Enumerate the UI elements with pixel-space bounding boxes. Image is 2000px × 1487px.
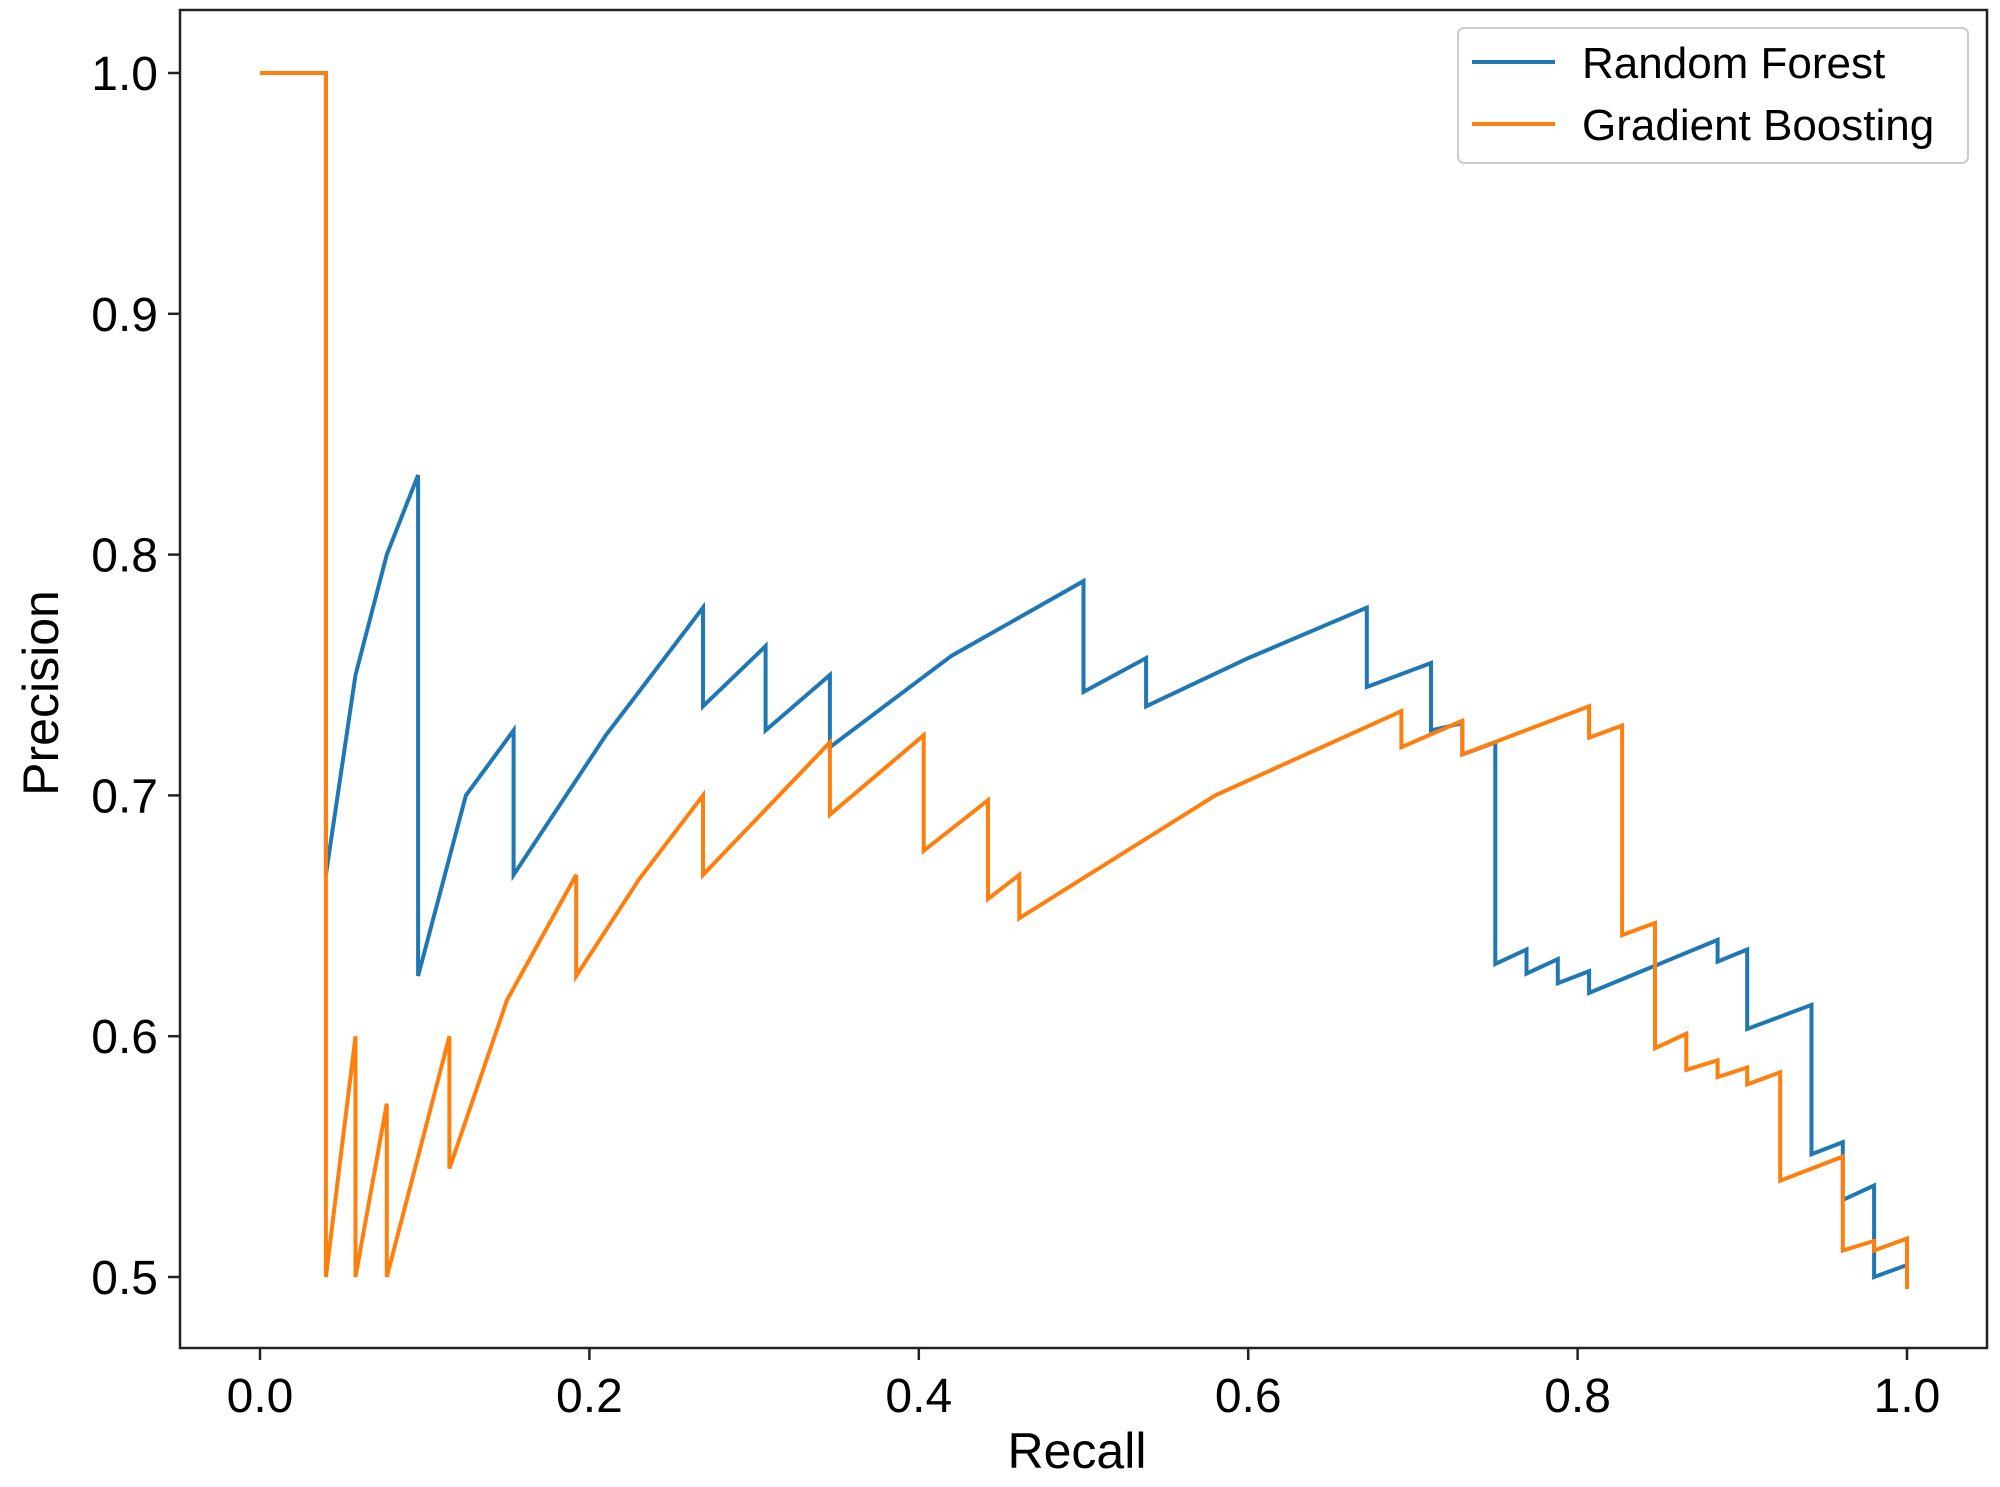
plot-frame: [178, 8, 1989, 1350]
y-tick-label: 0.8: [91, 530, 158, 583]
y-tick-label: 0.5: [91, 1252, 158, 1305]
legend-label-gradient-boosting: Gradient Boosting: [1582, 101, 1934, 150]
y-tick-label: 0.7: [91, 770, 158, 823]
legend-label-random-forest: Random Forest: [1582, 39, 1885, 88]
y-axis-label: Precision: [13, 590, 69, 796]
legend: Random Forest Gradient Boosting: [1457, 27, 1969, 164]
series-line-random-forest: [260, 71, 1908, 1280]
x-tick-label: 0.8: [1544, 1370, 1611, 1423]
x-tick-label: 1.0: [1874, 1370, 1941, 1423]
y-tick-label: 0.9: [91, 289, 158, 342]
y-tick-label: 0.6: [91, 1011, 158, 1064]
x-tick-label: 0.0: [227, 1370, 294, 1423]
x-tick-label: 0.2: [556, 1370, 623, 1423]
x-tick-label: 0.6: [1215, 1370, 1282, 1423]
x-axis-label: Recall: [1008, 1423, 1147, 1479]
series-line-gradient-boosting: [260, 71, 1909, 1289]
legend-box: [1457, 27, 1969, 164]
y-tick-label: 1.0: [91, 48, 158, 101]
x-tick-label: 0.4: [885, 1370, 952, 1423]
